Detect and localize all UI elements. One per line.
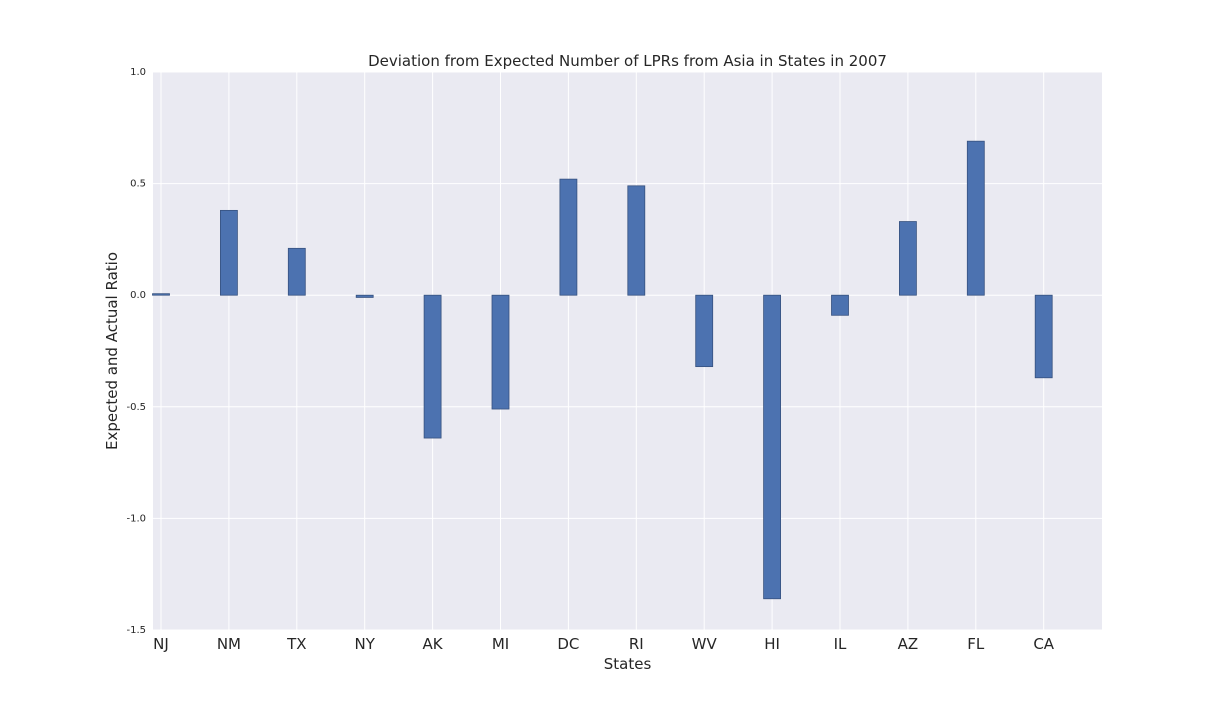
x-tick-label: CA	[1033, 635, 1054, 653]
x-tick-label: IL	[834, 635, 847, 653]
x-tick-label: MI	[492, 635, 509, 653]
bar-nj	[152, 293, 170, 296]
bar-ca	[1034, 294, 1053, 379]
x-tick-label: TX	[286, 635, 306, 653]
x-tick-label: WV	[692, 635, 718, 653]
bar-mi	[491, 294, 510, 410]
x-axis-ticks: NJ NM TX NY AK MI DC RI WV HI IL AZ FL CA	[153, 635, 1055, 653]
x-tick-label: NM	[217, 635, 241, 653]
x-tick-label: FL	[967, 635, 985, 653]
bar-hi	[763, 294, 781, 600]
y-tick-label: 0.0	[130, 290, 146, 301]
bar-ny	[355, 294, 374, 298]
x-tick-label: RI	[629, 635, 644, 653]
bar-fl	[966, 140, 985, 296]
y-tick-label: 0.5	[130, 179, 146, 190]
x-tick-label: DC	[557, 635, 579, 653]
bar-ak	[423, 294, 442, 439]
chart-title: Deviation from Expected Number of LPRs f…	[368, 52, 887, 70]
bar-dc	[559, 178, 578, 296]
bar-az	[899, 221, 917, 296]
grid	[153, 71, 1102, 631]
x-tick-label: HI	[764, 635, 780, 653]
bar-ri	[627, 185, 646, 296]
plot-area	[153, 72, 1102, 630]
y-tick-label: -1.0	[126, 513, 146, 524]
y-tick-label: -0.5	[126, 402, 146, 413]
x-tick-label: NJ	[153, 635, 169, 653]
x-axis-label: States	[604, 655, 652, 673]
y-tick-label: -1.5	[126, 625, 146, 636]
bar-wv	[695, 294, 714, 368]
x-tick-label: AZ	[898, 635, 919, 653]
y-tick-label: 1.0	[130, 67, 146, 78]
y-axis-ticks: 1.0 0.5 0.0 -0.5 -1.0 -1.5	[126, 67, 146, 636]
x-tick-label: AK	[423, 635, 444, 653]
bar-il	[831, 294, 849, 316]
x-tick-label: NY	[355, 635, 376, 653]
bar-tx	[287, 247, 306, 296]
y-axis-label: Expected and Actual Ratio	[103, 252, 121, 450]
bars	[152, 140, 1053, 600]
bar-nm	[219, 209, 238, 296]
